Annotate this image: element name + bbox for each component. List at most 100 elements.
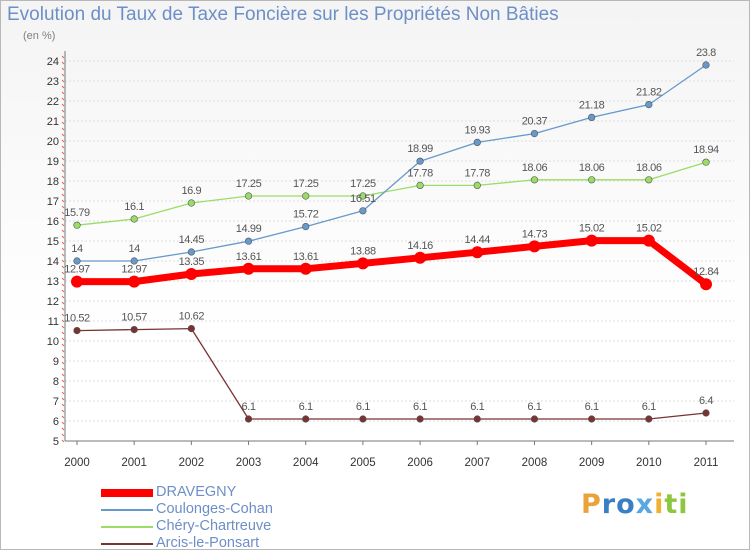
data-label: 14	[128, 243, 140, 255]
data-point	[359, 192, 367, 200]
x-tick-label: 2011	[694, 457, 719, 469]
data-point	[530, 130, 539, 138]
y-axis-tick-mark	[61, 289, 65, 293]
y-axis-tick-mark	[61, 337, 65, 341]
data-point	[130, 257, 138, 265]
y-axis-tick-mark	[61, 355, 65, 359]
data-point	[130, 326, 138, 334]
y-axis-tick-mark	[61, 391, 65, 395]
series-chery-chartreuve	[73, 158, 710, 229]
y-tick-label: 16	[47, 216, 59, 228]
y-tick-label: 12	[47, 296, 59, 308]
legend-swatch-arcis-le-ponsart	[101, 542, 153, 545]
data-label: 12.97	[64, 264, 90, 276]
data-label: 14.45	[179, 234, 205, 246]
data-label: 13.61	[293, 251, 319, 263]
data-point	[302, 223, 310, 231]
y-axis-tick-mark	[61, 229, 65, 233]
y-axis-tick-mark	[61, 91, 65, 95]
y-tick-label: 23	[47, 76, 59, 88]
x-tick-label: 2003	[236, 457, 262, 469]
data-point	[302, 192, 310, 200]
data-label: 6.1	[299, 401, 313, 413]
data-point	[359, 207, 367, 215]
data-point	[473, 181, 481, 189]
data-label: 12.84	[693, 266, 719, 278]
y-axis-tick-mark	[61, 145, 65, 149]
y-axis-tick-mark	[61, 415, 65, 419]
data-label: 19.93	[465, 124, 491, 136]
data-label: 21.18	[579, 99, 605, 111]
x-tick-label: 2006	[407, 457, 433, 469]
data-point	[244, 415, 253, 423]
y-axis-tick-mark	[61, 169, 65, 173]
y-axis-tick-mark	[61, 319, 65, 323]
y-axis-tick-mark	[61, 349, 65, 353]
y-axis-tick-mark	[61, 343, 65, 347]
y-tick-label: 18	[47, 176, 59, 188]
legend-swatch-chery-chartreuve	[101, 525, 153, 528]
y-axis-tick-mark	[61, 199, 65, 203]
y-axis-tick-mark	[61, 277, 65, 281]
data-point	[128, 275, 141, 288]
data-label: 13.35	[179, 256, 205, 268]
data-point	[416, 415, 424, 423]
y-axis-tick-mark	[61, 253, 65, 257]
data-label: 14.99	[236, 223, 262, 235]
data-label: 16.1	[124, 201, 144, 213]
y-axis-tick-mark	[61, 271, 65, 275]
x-tick-label: 2000	[64, 457, 90, 469]
y-tick-label: 10	[47, 336, 59, 348]
y-tick-label: 22	[47, 96, 59, 108]
y-axis-tick-mark	[61, 181, 65, 185]
y-axis-tick-mark	[61, 421, 65, 425]
data-point	[414, 251, 427, 264]
data-label: 16.9	[181, 185, 201, 197]
data-label: 14.73	[522, 228, 548, 240]
data-point	[73, 327, 81, 335]
data-point	[585, 234, 598, 247]
x-tick-label: 2002	[179, 457, 205, 469]
data-label: 17.25	[236, 178, 262, 190]
y-axis-tick-mark	[61, 163, 65, 167]
x-tick-label: 2005	[350, 457, 376, 469]
y-axis-tick-mark	[61, 409, 65, 413]
y-axis-tick-mark	[61, 313, 65, 317]
y-tick-label: 21	[47, 116, 59, 128]
y-axis-tick-mark	[61, 115, 65, 119]
y-axis-tick-mark	[61, 361, 65, 365]
y-axis-tick-mark	[61, 373, 65, 377]
chart-title: Evolution du Taux de Taxe Foncière sur l…	[7, 4, 559, 25]
data-label: 14	[71, 243, 83, 255]
data-label: 17.25	[350, 178, 376, 190]
y-tick-label: 17	[47, 196, 59, 208]
y-axis-tick-mark	[61, 55, 65, 59]
y-axis-tick-mark	[61, 121, 65, 125]
data-point	[702, 409, 710, 417]
data-point	[588, 415, 596, 423]
data-point	[185, 268, 198, 280]
data-label: 18.06	[636, 162, 662, 174]
y-tick-label: 20	[47, 136, 59, 148]
y-tick-label: 8	[53, 376, 59, 388]
data-label: 10.62	[179, 311, 205, 323]
y-axis-tick-mark	[61, 205, 65, 209]
y-axis-tick-mark	[61, 301, 65, 305]
legend-label-arcis-le-ponsart: Arcis-le-Ponsart	[156, 535, 260, 551]
x-tick-label: 2009	[579, 457, 605, 469]
series-line-arcis-le-ponsart	[76, 327, 707, 420]
data-label: 18.99	[407, 143, 433, 155]
data-label: 15.02	[636, 223, 662, 235]
data-label: 18.06	[579, 162, 605, 174]
data-label: 13.61	[236, 251, 262, 263]
data-label: 16.51	[350, 193, 376, 205]
proxiti-logo: Proxiti	[581, 489, 689, 520]
x-tick-label: 2010	[636, 457, 662, 469]
data-point	[187, 199, 195, 207]
series-line-coulonges-cohan	[77, 64, 707, 262]
data-point	[299, 262, 312, 275]
data-point	[702, 158, 710, 166]
legend-swatch-coulonges-cohan	[101, 508, 153, 511]
y-axis-tick-mark	[61, 133, 65, 137]
